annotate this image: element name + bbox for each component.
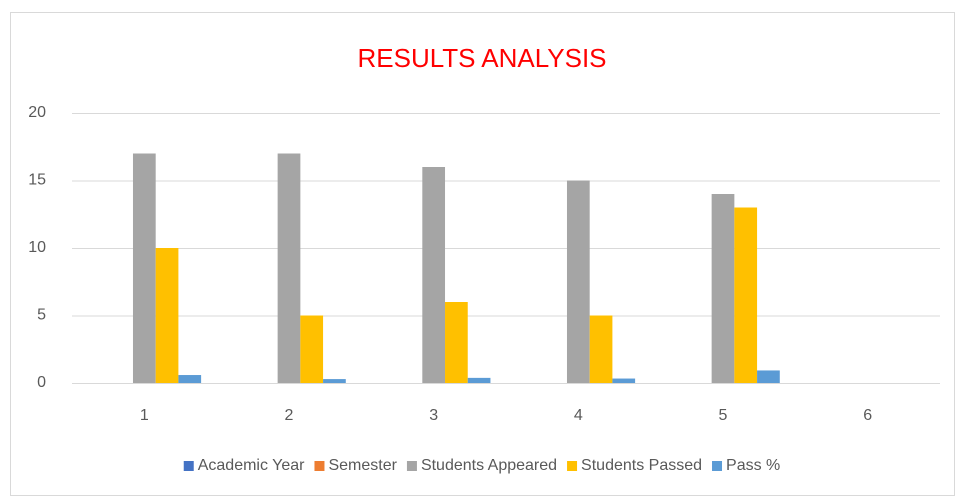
bar [155,248,179,383]
legend-label: Pass % [726,457,780,474]
legend-swatch [567,461,578,471]
bar [757,370,780,383]
y-tick-label: 15 [28,172,46,189]
x-tick-label: 5 [719,407,728,424]
bar [422,167,446,383]
x-tick-label: 3 [429,407,438,424]
bar [445,302,468,383]
legend-label: Students Passed [581,457,702,474]
bar [178,375,202,383]
bar [566,180,590,383]
y-tick-label: 20 [28,104,46,121]
legend-swatch [183,461,194,471]
x-tick-label: 6 [863,407,872,424]
bar [612,378,636,383]
y-tick-label: 0 [37,374,46,391]
bar [300,315,324,383]
y-tick-label: 5 [37,307,46,324]
bar [277,153,301,383]
legend-label: Students Appeared [421,457,557,474]
bar [589,315,613,383]
bar [132,153,156,383]
chart-title: RESULTS ANALYSIS [357,43,606,73]
y-tick-label: 10 [28,239,46,256]
x-tick-label: 1 [140,407,149,424]
legend-swatch [712,461,723,471]
x-tick-label: 2 [285,407,294,424]
bar [323,379,346,383]
legend-label: Semester [328,457,397,474]
legend-label: Academic Year [198,457,305,474]
bar [711,194,735,383]
legend-swatch [406,461,417,471]
legend-swatch [314,461,325,471]
bar [467,377,491,383]
x-tick-label: 4 [574,407,583,424]
bar [734,207,758,383]
